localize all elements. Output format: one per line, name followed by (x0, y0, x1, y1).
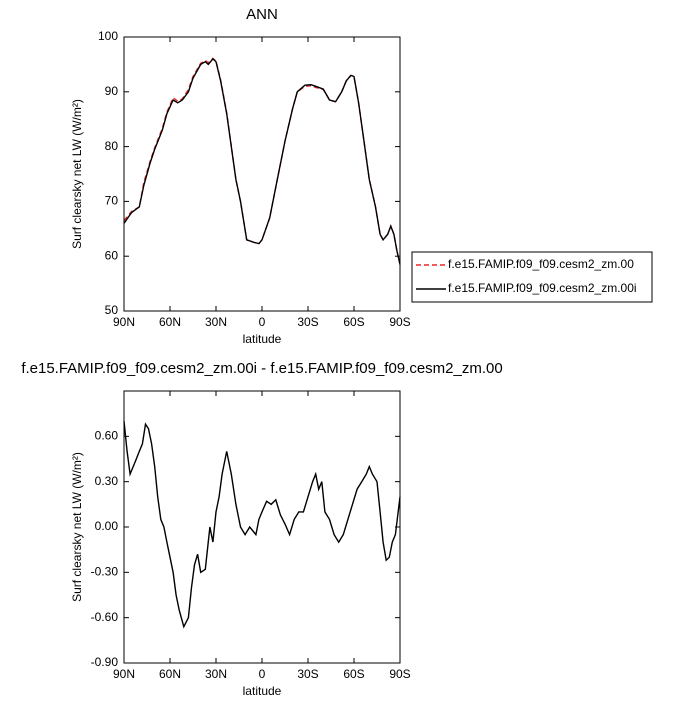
y-tick-label: 0.00 (95, 519, 119, 533)
x-tick-label: 30N (205, 315, 227, 329)
legend-label: f.e15.FAMIP.f09_f09.cesm2_zm.00i (448, 281, 637, 295)
x-tick-label: 30S (297, 315, 318, 329)
x-tick-label: 60S (343, 667, 364, 681)
y-tick-label: 50 (105, 303, 119, 317)
x-tick-label: 90N (113, 667, 135, 681)
data-line (123, 57, 401, 265)
y-axis-label: Surf clearsky net LW (W/m²) (70, 99, 84, 249)
chart-title: ANN (246, 6, 278, 23)
x-tick-label: 90N (113, 315, 135, 329)
x-tick-label: 60S (343, 315, 364, 329)
x-tick-label: 90S (389, 667, 410, 681)
y-tick-label: 70 (105, 194, 119, 208)
x-tick-label: 60N (159, 315, 181, 329)
x-axis-label: latitude (243, 684, 282, 698)
y-tick-label: 90 (105, 84, 119, 98)
y-tick-label: -0.60 (91, 610, 119, 624)
legend-box (411, 251, 653, 303)
y-tick-label: 60 (105, 248, 119, 262)
data-line (123, 57, 401, 265)
plot-frame (123, 36, 401, 312)
x-tick-label: 90S (389, 315, 410, 329)
y-tick-label: -0.30 (91, 565, 119, 579)
y-tick-label: 100 (98, 29, 118, 43)
y-tick-label: 0.30 (95, 474, 119, 488)
x-tick-label: 30N (205, 667, 227, 681)
plot-frame (123, 390, 401, 664)
legend-label: f.e15.FAMIP.f09_f09.cesm2_zm.00 (448, 257, 634, 271)
x-tick-label: 60N (159, 667, 181, 681)
y-axis-label: Surf clearsky net LW (W/m²) (70, 452, 84, 602)
y-tick-label: -0.90 (91, 655, 119, 669)
y-tick-label: 0.60 (95, 429, 119, 443)
x-tick-label: 0 (259, 315, 266, 329)
chart-title: f.e15.FAMIP.f09_f09.cesm2_zm.00i - f.e15… (21, 360, 502, 377)
data-line (123, 421, 401, 629)
y-tick-label: 80 (105, 139, 119, 153)
x-tick-label: 30S (297, 667, 318, 681)
x-tick-label: 0 (259, 667, 266, 681)
x-axis-label: latitude (243, 332, 282, 346)
